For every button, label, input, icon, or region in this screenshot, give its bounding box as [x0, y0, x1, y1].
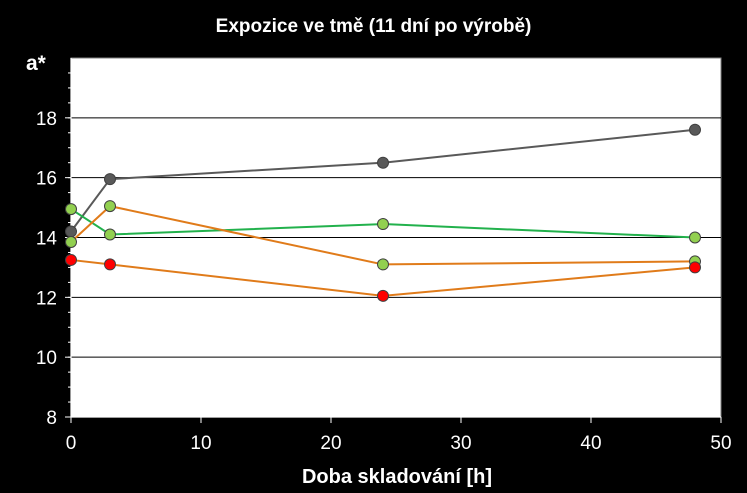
- x-tick-label: 10: [190, 433, 211, 454]
- data-point-series-4: [377, 289, 389, 302]
- y-tick-label: 14: [36, 229, 58, 250]
- x-tick-label: 40: [580, 433, 601, 454]
- data-point-series-2: [689, 231, 701, 244]
- data-point-series-1: [104, 173, 116, 186]
- data-point-series-4: [65, 253, 77, 266]
- data-point-series-1: [689, 123, 701, 136]
- y-tick-label: 16: [36, 169, 57, 190]
- y-tick-label: 8: [46, 408, 57, 429]
- x-tick-label: 30: [450, 433, 471, 454]
- series-line-4: [70, 258, 696, 297]
- y-tick-label: 18: [36, 109, 57, 130]
- data-point-series-3: [104, 200, 116, 213]
- data-point-series-1: [65, 225, 77, 238]
- data-point-series-4: [104, 258, 116, 271]
- data-point-series-2: [104, 228, 116, 241]
- series-line-3: [70, 205, 696, 266]
- x-tick-label: 20: [320, 433, 341, 454]
- y-tick-label: 10: [36, 348, 57, 369]
- x-tick-label: 50: [710, 433, 731, 454]
- y-axis-label: a*: [26, 52, 46, 75]
- y-tick-label: 12: [36, 288, 57, 309]
- x-tick-label: 0: [66, 433, 77, 454]
- data-point-series-2: [65, 203, 77, 216]
- chart-title: Expozice ve tmě (11 dní po výrobě): [215, 16, 532, 37]
- data-point-series-3: [65, 235, 77, 248]
- series-line-1: [70, 128, 696, 233]
- series-line-2: [70, 208, 696, 239]
- data-point-series-4: [689, 261, 701, 274]
- x-axis-label: Doba skladování [h]: [301, 466, 493, 488]
- data-point-series-3: [377, 258, 389, 271]
- data-point-series-2: [377, 218, 389, 231]
- data-point-series-1: [377, 156, 389, 169]
